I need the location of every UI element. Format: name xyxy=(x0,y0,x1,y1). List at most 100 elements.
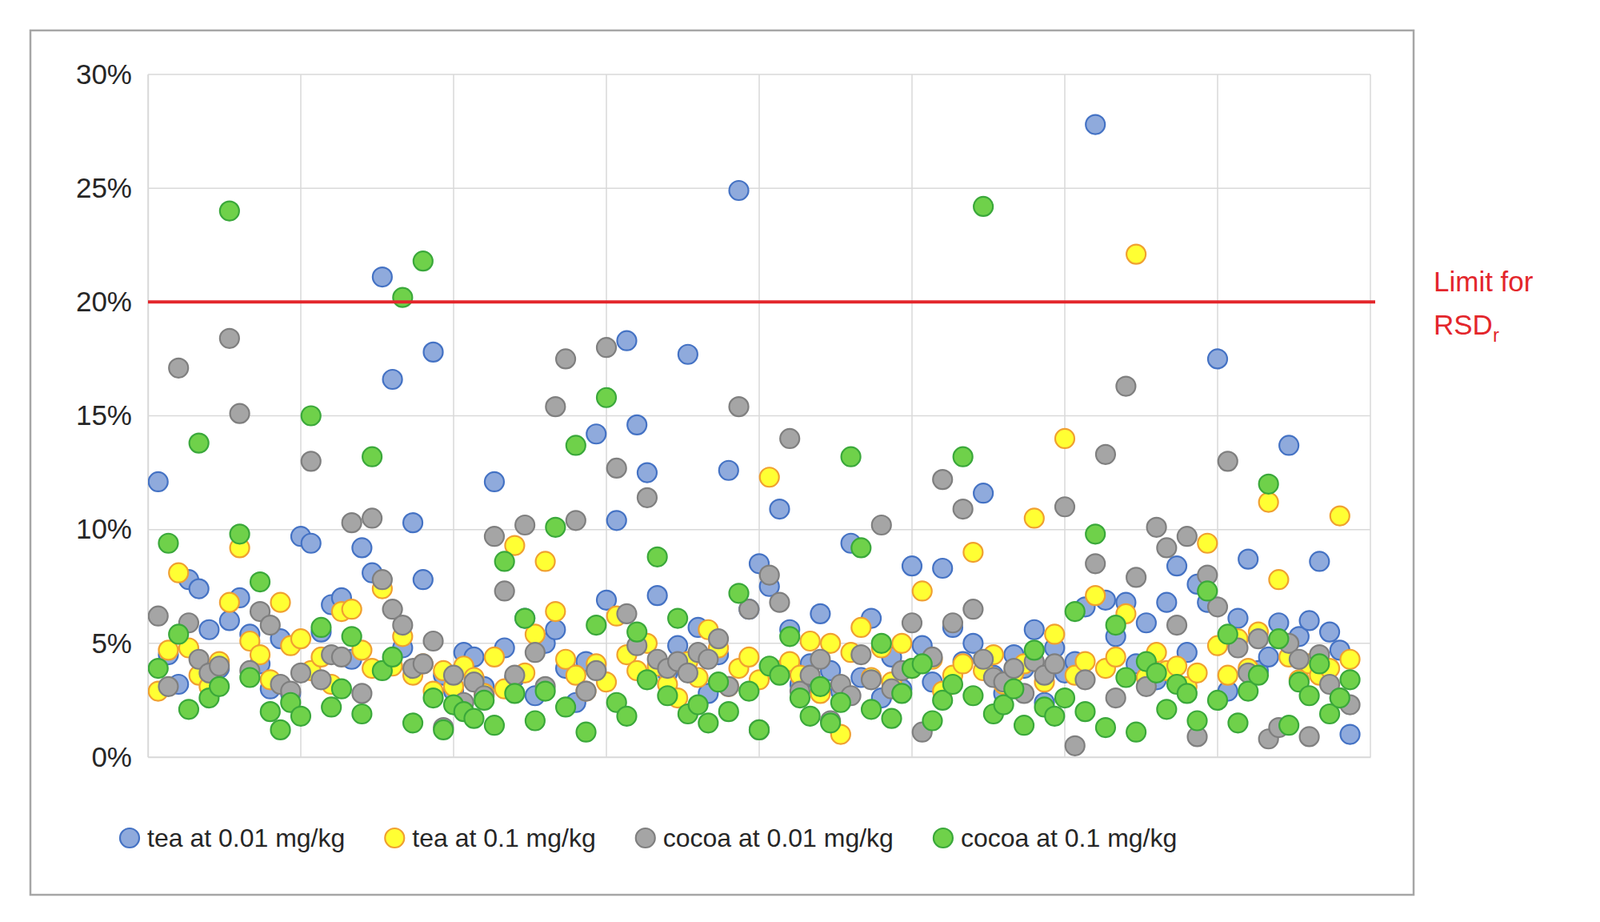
point xyxy=(260,701,280,721)
point xyxy=(616,331,636,351)
point xyxy=(484,647,504,667)
point xyxy=(1259,647,1279,667)
point xyxy=(311,617,331,637)
point xyxy=(1177,526,1197,546)
point xyxy=(1218,624,1238,644)
point xyxy=(963,542,983,562)
point xyxy=(209,656,229,676)
point xyxy=(484,715,504,735)
y-tick: 0% xyxy=(91,740,148,772)
point xyxy=(342,626,362,646)
legend-marker xyxy=(636,828,656,848)
point xyxy=(688,695,708,715)
grid-line-x xyxy=(1064,74,1066,757)
point xyxy=(882,708,902,728)
point xyxy=(668,608,688,628)
point xyxy=(678,663,698,683)
point xyxy=(1156,537,1176,557)
legend-marker xyxy=(933,828,953,848)
point xyxy=(1044,653,1064,673)
legend-label: cocoa at 0.1 mg/kg xyxy=(960,823,1177,852)
point xyxy=(189,433,209,453)
point xyxy=(220,201,240,221)
point xyxy=(424,688,444,708)
point xyxy=(383,369,403,389)
y-tick: 10% xyxy=(76,512,148,544)
point xyxy=(1085,115,1105,135)
point xyxy=(168,563,188,583)
point xyxy=(1238,549,1258,569)
point xyxy=(739,647,759,667)
point xyxy=(749,720,769,740)
point xyxy=(780,428,800,448)
point xyxy=(596,337,616,357)
point xyxy=(627,622,647,642)
point xyxy=(902,556,922,576)
point xyxy=(424,631,444,651)
point xyxy=(250,572,270,592)
point xyxy=(1044,706,1064,726)
point xyxy=(1340,724,1360,744)
point xyxy=(1106,688,1126,708)
limit-label: Limit forRSDr xyxy=(1433,265,1534,346)
point xyxy=(372,569,392,589)
point xyxy=(586,660,606,680)
point xyxy=(1188,663,1208,683)
point xyxy=(1167,656,1187,676)
point xyxy=(464,708,484,728)
point xyxy=(1300,685,1320,705)
point xyxy=(1147,517,1167,537)
point xyxy=(943,612,963,632)
point xyxy=(912,580,932,600)
point xyxy=(637,463,657,483)
point xyxy=(1106,647,1126,667)
grid-line-x xyxy=(605,74,608,757)
point xyxy=(678,344,698,364)
point xyxy=(1055,428,1075,448)
point xyxy=(1106,615,1126,635)
point xyxy=(1024,640,1044,660)
point xyxy=(362,447,382,467)
point xyxy=(1085,585,1105,605)
point xyxy=(1126,722,1146,742)
point xyxy=(1147,663,1167,683)
point xyxy=(474,690,494,710)
point xyxy=(413,653,433,673)
point xyxy=(648,547,668,567)
point xyxy=(1289,649,1309,669)
point xyxy=(1075,652,1095,672)
point xyxy=(352,683,372,703)
point xyxy=(1156,699,1176,719)
series-points xyxy=(148,328,1360,756)
point xyxy=(912,653,932,673)
point xyxy=(291,628,311,648)
point xyxy=(301,451,321,471)
point xyxy=(413,653,433,673)
point xyxy=(729,180,749,200)
point xyxy=(973,649,993,669)
point xyxy=(148,658,168,678)
point xyxy=(851,617,871,637)
point xyxy=(352,537,372,557)
y-axis-line xyxy=(148,75,150,758)
point xyxy=(637,669,657,689)
point xyxy=(1330,688,1350,708)
point xyxy=(861,699,881,719)
point xyxy=(1177,683,1197,703)
point xyxy=(1218,665,1238,685)
point xyxy=(332,647,352,667)
point xyxy=(1024,620,1044,640)
point xyxy=(1156,592,1176,612)
point xyxy=(576,681,596,701)
point xyxy=(1055,496,1075,516)
point xyxy=(872,515,892,535)
point xyxy=(1096,444,1116,464)
point xyxy=(1268,569,1288,589)
y-tick-label: 0% xyxy=(91,740,132,772)
y-axis: 0%5%10%15%20%25%30% xyxy=(76,58,149,772)
point xyxy=(1167,556,1187,576)
point xyxy=(760,467,780,487)
point xyxy=(1085,553,1105,573)
point xyxy=(892,633,912,653)
point xyxy=(820,712,840,732)
